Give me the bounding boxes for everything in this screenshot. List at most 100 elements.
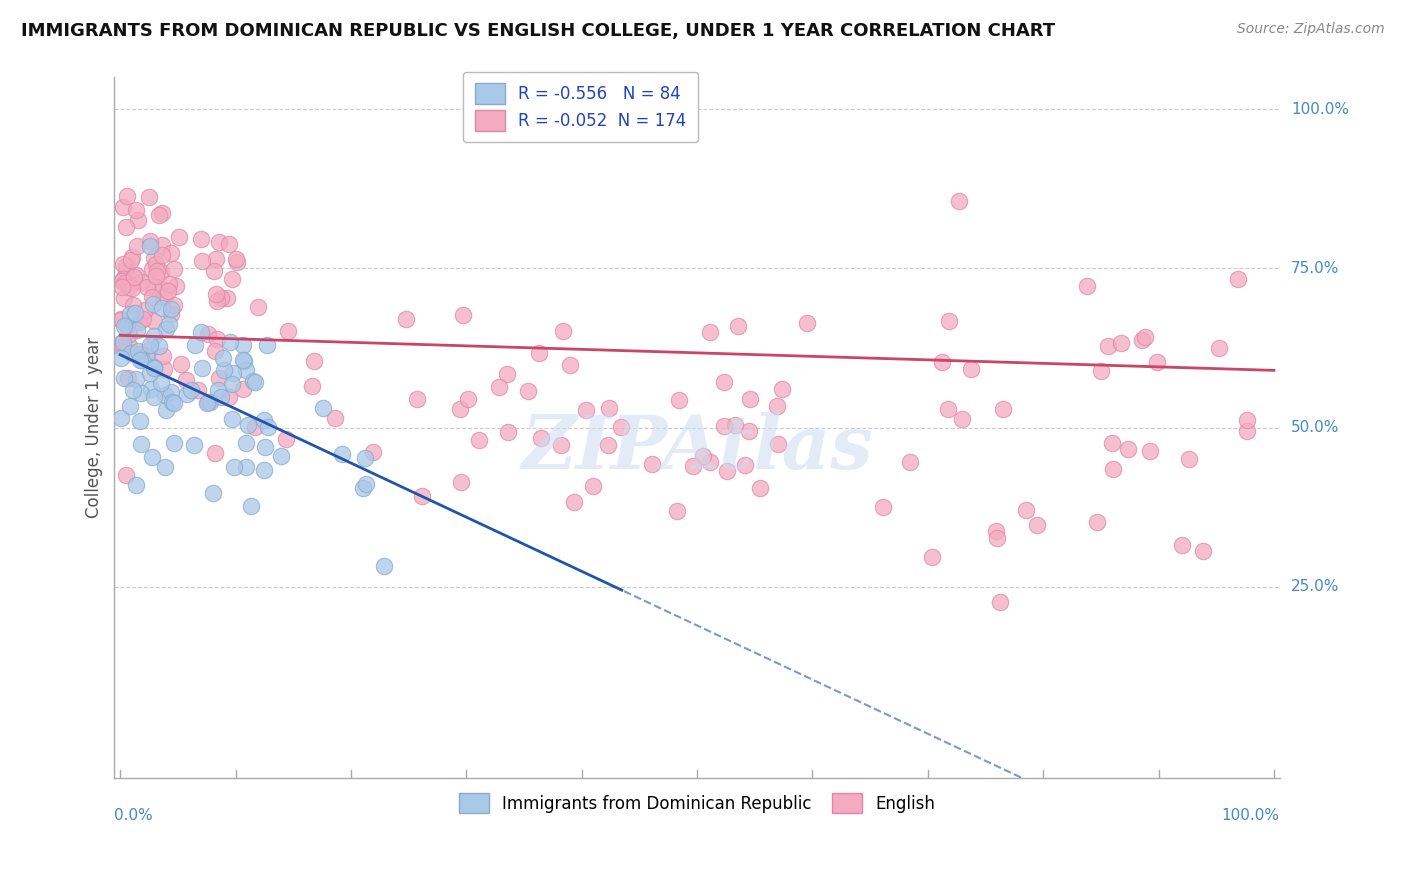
Point [1085,515,1108,529]
Point [124,306,146,320]
Point [215,292,238,306]
Point [141,450,163,465]
Point [125,268,148,282]
Point [127,323,149,337]
Point [138,234,160,248]
Point [111,200,134,214]
Point [159,307,181,321]
Point [221,412,243,426]
Point [1090,363,1112,377]
Point [723,417,745,432]
Point [163,298,186,312]
Point [127,343,149,358]
Point [131,352,153,367]
Point [124,202,146,217]
Point [152,206,174,220]
Point [114,220,136,235]
Point [118,280,141,294]
Point [330,447,353,461]
Y-axis label: College, Under 1 year: College, Under 1 year [86,337,103,518]
Point [411,489,433,503]
Point [766,399,789,413]
Point [110,351,132,366]
Point [373,559,395,574]
Point [200,395,222,409]
Point [517,384,540,399]
Point [222,366,245,380]
Point [114,260,136,274]
Point [170,357,193,371]
Point [132,312,155,326]
Point [197,395,219,409]
Point [641,457,664,471]
Point [1133,330,1156,344]
Point [112,318,135,333]
Point [114,291,136,305]
Text: 25.0%: 25.0% [1291,580,1339,594]
Point [1191,544,1213,558]
Point [207,383,229,397]
Point [950,412,973,426]
Point [598,401,620,415]
Point [766,437,789,451]
Point [235,436,257,450]
Point [610,420,633,434]
Point [222,459,245,474]
Point [118,339,141,353]
Point [938,313,960,327]
Point [948,194,970,208]
Point [406,392,429,407]
Point [120,253,142,268]
Point [353,450,375,465]
Point [1109,335,1132,350]
Point [274,432,297,446]
Point [449,402,471,417]
Point [738,425,761,439]
Point [155,403,177,417]
Point [149,265,172,279]
Point [1116,442,1139,456]
Point [128,414,150,428]
Point [153,290,176,304]
Point [395,312,418,326]
Point [110,313,132,327]
Point [155,460,177,475]
Point [1177,451,1199,466]
Point [666,504,689,518]
Point [125,239,148,253]
Point [931,354,953,368]
Point [1226,272,1249,286]
Point [246,300,269,314]
Text: ZIPAtlas: ZIPAtlas [522,412,873,485]
Point [152,349,174,363]
Point [110,336,132,351]
Point [111,257,134,271]
Point [121,281,143,295]
Point [212,363,235,377]
Point [115,467,138,482]
Point [218,335,240,350]
Point [872,500,894,514]
Point [190,325,212,339]
Point [190,232,212,246]
Point [208,370,231,384]
Point [204,286,226,301]
Point [165,279,187,293]
Point [1139,443,1161,458]
Point [301,379,323,393]
Text: 75.0%: 75.0% [1291,261,1339,276]
Point [125,372,148,386]
Point [153,388,176,402]
Point [114,318,136,332]
Point [114,370,136,384]
Point [115,189,138,203]
Point [277,324,299,338]
Point [253,463,276,477]
Point [142,329,165,343]
Point [682,458,704,473]
Point [668,392,690,407]
Point [212,351,235,365]
Point [124,269,146,284]
Point [150,248,173,262]
Point [235,460,257,475]
